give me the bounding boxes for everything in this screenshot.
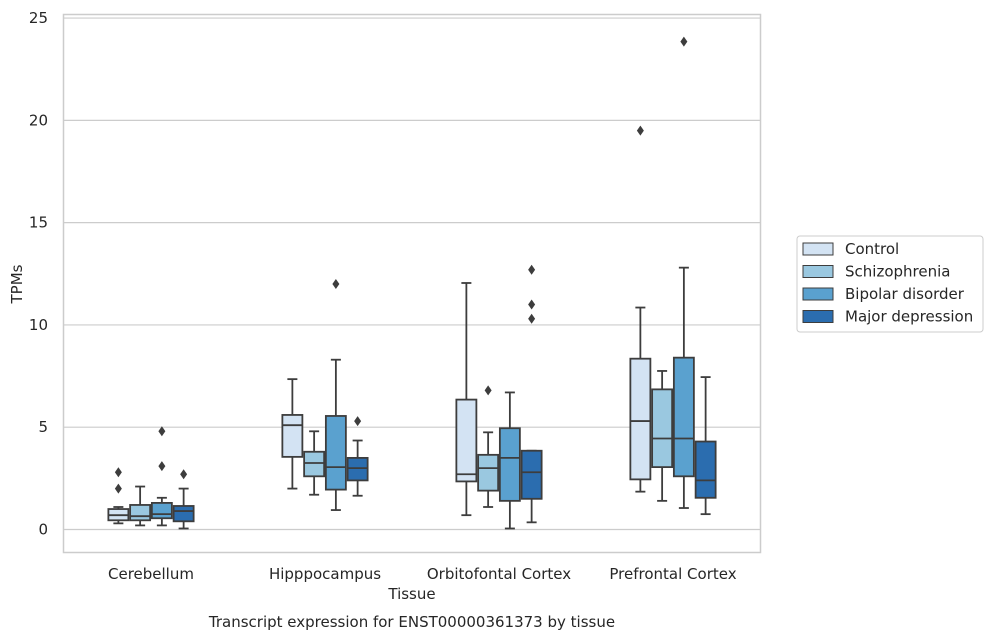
box-iqr (150, 502, 173, 520)
legend-swatch (802, 287, 834, 301)
legend-label: Major depression (845, 308, 973, 326)
box-iqr (520, 449, 543, 500)
y-axis-label: TPMs (8, 264, 26, 304)
box-iqr (346, 456, 369, 482)
legend-label: Bipolar disorder (845, 285, 965, 303)
box-major-depression (520, 264, 543, 524)
outlier-point (114, 483, 122, 494)
box-major-depression (694, 376, 717, 516)
outlier-point (158, 426, 166, 437)
outlier-point (180, 469, 188, 480)
x-tick-labels: Cerebellum Hipppocampus Orbitofontal Corte… (108, 565, 737, 583)
box-control (455, 282, 478, 517)
box-iqr (672, 356, 695, 478)
y-tick-label: 25 (29, 9, 48, 27)
legend-label: Schizophrenia (845, 263, 950, 281)
legend-swatch (802, 242, 834, 256)
box-iqr (281, 414, 304, 458)
box-iqr (303, 450, 326, 478)
legend: Control Schizophrenia Bipolar disorder Majo… (796, 235, 984, 333)
plot-area-frame (62, 13, 762, 554)
x-tick-label: Cerebellum (108, 565, 194, 583)
y-tick-label: 10 (29, 316, 48, 334)
figure-caption: Transcript expression for ENST0000036137… (208, 613, 615, 631)
box-iqr (694, 440, 717, 499)
legend-swatch (802, 265, 834, 278)
x-tick-label: Hipppocampus (269, 565, 381, 583)
legend-label: Control (845, 240, 899, 258)
x-tick-label: Prefrontal Cortex (609, 565, 736, 583)
y-tick-label: 15 (29, 214, 48, 232)
box-control (629, 125, 652, 493)
legend-swatch (802, 310, 834, 323)
outlier-point (528, 299, 536, 310)
outlier-point (158, 461, 166, 472)
box-bipolar-disorder (498, 391, 521, 530)
box-iqr (172, 505, 195, 523)
outlier-point (680, 36, 688, 47)
box-schizophrenia (129, 485, 152, 527)
y-tick-label: 5 (38, 418, 48, 436)
legend-frame (796, 235, 984, 333)
box-iqr (324, 415, 347, 491)
y-tick-label: 0 (38, 520, 48, 538)
box-iqr (629, 357, 652, 481)
box-schizophrenia (303, 430, 326, 496)
box-series (107, 36, 717, 530)
box-bipolar-disorder (150, 426, 173, 527)
x-axis-label: Tissue (387, 585, 435, 603)
outlier-point (636, 125, 644, 136)
y-grid-lines (64, 17, 760, 531)
box-iqr (129, 504, 152, 522)
outlier-point (332, 279, 340, 290)
box-schizophrenia (651, 370, 674, 502)
box-bipolar-disorder (672, 36, 695, 509)
x-tick-label: Orbitofontal Cortex (427, 565, 571, 583)
box-schizophrenia (477, 385, 500, 508)
box-bipolar-disorder (324, 279, 347, 511)
box-control (107, 467, 130, 525)
box-iqr (498, 427, 521, 502)
outlier-point (354, 416, 362, 427)
outlier-point (114, 467, 122, 478)
box-iqr (455, 398, 478, 483)
outlier-point (528, 313, 536, 324)
box-major-depression (172, 469, 195, 530)
outlier-point (528, 264, 536, 275)
box-iqr (477, 453, 500, 492)
box-iqr (651, 388, 674, 469)
box-control (281, 378, 304, 490)
y-tick-labels: 0 5 10 15 20 25 (29, 9, 48, 538)
outlier-point (484, 385, 492, 396)
box-major-depression (346, 416, 369, 497)
y-tick-label: 20 (29, 111, 48, 129)
